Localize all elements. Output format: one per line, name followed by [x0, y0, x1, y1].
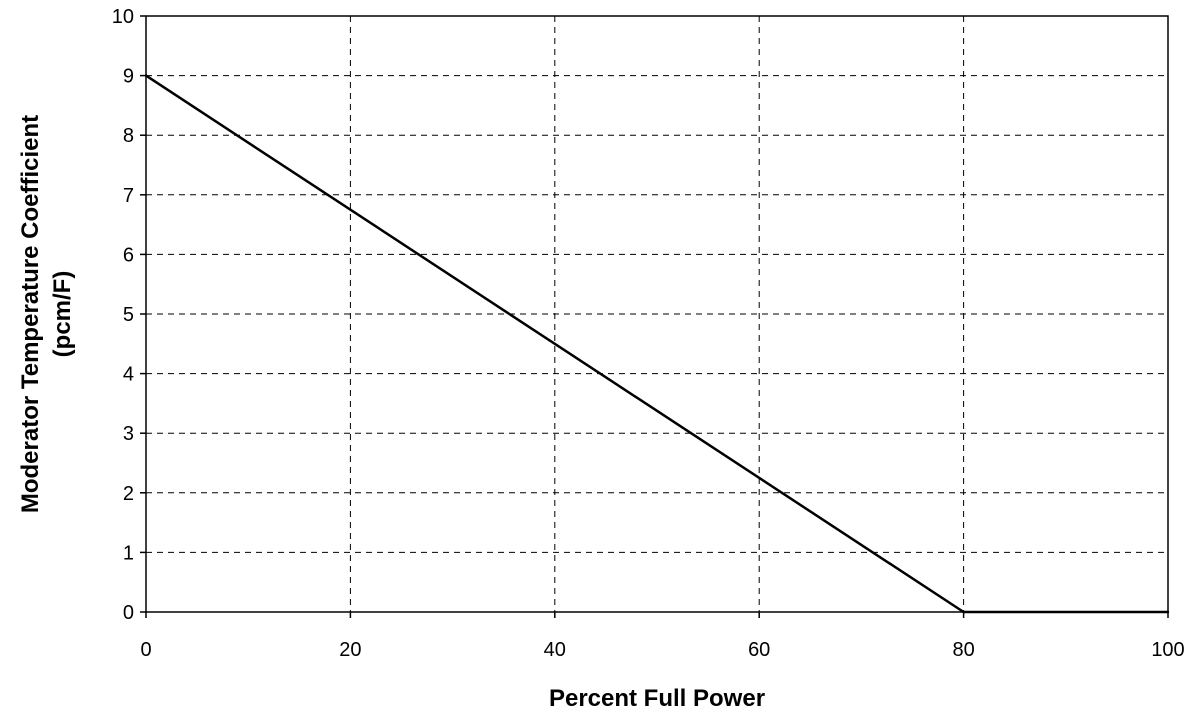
- data-point: [144, 74, 148, 77]
- x-tick-label: 20: [339, 639, 361, 661]
- y-axis-title-line2: (pcm/F): [49, 271, 76, 358]
- y-axis-title-line1: Moderator Temperature Coefficient: [17, 115, 44, 513]
- y-axis-ticks: 0 1 2 3 4 5 6 7 8 9 10: [112, 6, 146, 624]
- y-tick-label: 10: [112, 6, 134, 28]
- y-tick-label: 6: [123, 244, 134, 266]
- y-tick-label: 7: [123, 185, 134, 207]
- x-tick-label: 40: [544, 639, 566, 661]
- x-tick-label: 0: [140, 639, 151, 661]
- grid: [146, 16, 1168, 612]
- y-tick-label: 5: [123, 304, 134, 326]
- y-tick-label: 4: [123, 364, 134, 386]
- y-tick-label: 9: [123, 66, 134, 88]
- x-axis-title: Percent Full Power: [549, 685, 765, 712]
- x-tick-label: 80: [952, 639, 974, 661]
- x-axis-ticks: 0 20 40 60 80 100: [140, 612, 1185, 661]
- x-tick-label: 60: [748, 639, 770, 661]
- y-tick-label: 8: [123, 125, 134, 147]
- data-point: [1166, 610, 1170, 614]
- y-tick-label: 2: [123, 483, 134, 505]
- series-line: [145, 74, 1168, 614]
- y-tick-label: 1: [123, 542, 134, 564]
- data-point: [962, 610, 965, 614]
- y-tick-label: 3: [123, 423, 134, 445]
- series: [144, 74, 1170, 614]
- x-tick-label: 100: [1151, 639, 1184, 661]
- y-axis-title: Moderator Temperature Coefficient (pcm/F…: [17, 115, 76, 513]
- y-tick-label: 0: [123, 602, 134, 624]
